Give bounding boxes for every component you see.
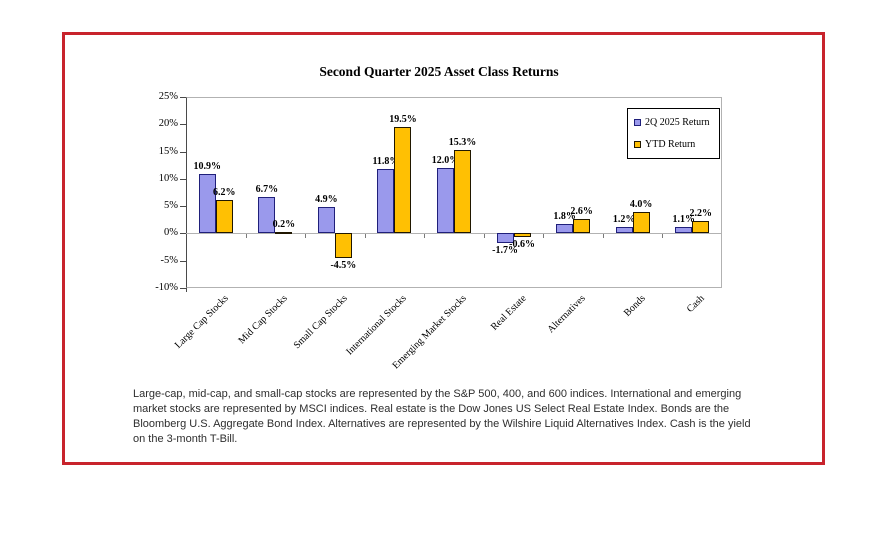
bar-2q2025	[317, 206, 335, 234]
x-axis-category-label: Small Cap Stocks	[291, 293, 350, 352]
bar-2q2025	[198, 173, 216, 234]
bar-value-label-ytd: 4.0%	[629, 198, 653, 210]
bar-value-label-2q2025: 1.8%	[553, 210, 576, 222]
y-axis-tick-mark	[180, 97, 186, 98]
bar-ytd	[513, 233, 531, 237]
y-axis-tick-label: 0%	[164, 227, 178, 239]
bar-value-label-2q2025: 1.2%	[612, 213, 636, 225]
chart-frame: Second Quarter 2025 Asset Class Returns …	[62, 32, 825, 465]
legend-entry-2q2025: 2Q 2025 Return	[634, 117, 713, 128]
bar-value-label-ytd: -0.6%	[509, 238, 535, 250]
x-axis-category-label: Mid Cap Stocks	[236, 293, 291, 347]
y-axis-tick-mark	[180, 124, 186, 126]
y-axis-tick-label: 20%	[158, 118, 178, 130]
zero-axis-line	[186, 233, 722, 235]
bar-ytd	[692, 221, 710, 234]
bar-2q2025	[556, 223, 574, 234]
category-tick-mark	[662, 234, 664, 239]
category-tick-mark	[364, 234, 366, 239]
bar-value-label-ytd: 0.2%	[272, 219, 296, 231]
category-tick-mark	[602, 234, 604, 239]
bar-2q2025	[615, 226, 633, 234]
legend-entry-ytd: YTD Return	[634, 139, 713, 150]
y-axis-tick-mark	[180, 288, 186, 289]
bar-ytd	[275, 232, 293, 235]
y-axis-tick-mark	[180, 151, 186, 153]
category-tick-mark	[424, 234, 426, 239]
x-axis-category-label: Bonds	[621, 293, 648, 319]
y-axis-tick-mark	[180, 178, 186, 180]
y-axis-tick-mark	[180, 260, 186, 262]
y-axis-tick-label: 10%	[158, 172, 178, 184]
bar-value-label-2q2025: 12.0%	[431, 154, 460, 166]
y-axis-tick-mark	[180, 206, 186, 208]
bar-2q2025	[496, 233, 514, 243]
chart-footnote: Large-cap, mid-cap, and small-cap stocks…	[133, 388, 751, 445]
category-tick-mark	[245, 234, 247, 239]
bar-ytd	[394, 127, 412, 234]
bar-value-label-ytd: 6.2%	[213, 186, 236, 198]
legend-label-2q2025: 2Q 2025 Return	[645, 117, 710, 128]
bar-value-label-2q2025: 4.9%	[315, 193, 338, 205]
bar-value-label-2q2025: 11.8%	[372, 156, 400, 168]
y-axis-tick-label: -10%	[155, 282, 178, 293]
legend-swatch-2q2025	[634, 119, 641, 126]
x-axis-category-label: Real Estate	[488, 293, 529, 333]
bar-ytd	[573, 219, 591, 234]
y-axis-tick-label: 15%	[158, 145, 178, 157]
legend-label-ytd: YTD Return	[645, 139, 696, 150]
x-axis-category-label: Cash	[685, 293, 707, 315]
category-tick-mark	[483, 234, 485, 239]
legend-swatch-ytd	[634, 141, 641, 148]
bar-value-label-2q2025: 10.9%	[193, 160, 222, 172]
bar-ytd	[632, 211, 650, 234]
y-axis-tick-label: 25%	[158, 91, 178, 102]
value-axis-foot-tick	[186, 288, 187, 292]
bar-value-label-ytd: 19.5%	[389, 114, 417, 125]
y-axis-tick-label: 5%	[164, 200, 178, 212]
chart-legend: 2Q 2025 Return YTD Return	[627, 108, 720, 159]
bar-value-label-2q2025: 1.1%	[672, 214, 695, 226]
bar-value-label-ytd: 2.2%	[689, 208, 712, 220]
bar-2q2025	[437, 167, 454, 234]
bar-value-label-2q2025: -1.7%	[492, 244, 518, 256]
y-axis-tick-label: -5%	[160, 254, 179, 266]
bar-2q2025	[377, 169, 395, 234]
bar-ytd	[215, 199, 233, 234]
x-axis-category-label: Large Cap Stocks	[172, 293, 231, 351]
category-tick-mark	[305, 234, 307, 239]
y-axis-tick-mark	[180, 233, 186, 235]
bar-2q2025	[258, 196, 276, 234]
bar-value-label-ytd: -4.5%	[330, 259, 357, 271]
bar-value-label-ytd: 15.3%	[448, 136, 477, 148]
bar-value-label-ytd: 2.6%	[570, 206, 593, 218]
x-axis-category-label: Alternatives	[545, 293, 588, 336]
bar-value-label-2q2025: 6.7%	[255, 183, 279, 195]
bar-2q2025	[675, 227, 693, 234]
chart-title: Second Quarter 2025 Asset Class Returns	[319, 64, 559, 79]
bar-ytd	[334, 233, 352, 258]
bar-ytd	[454, 149, 471, 234]
x-axis-category-label: International Stocks	[344, 293, 410, 358]
category-tick-mark	[543, 234, 545, 239]
